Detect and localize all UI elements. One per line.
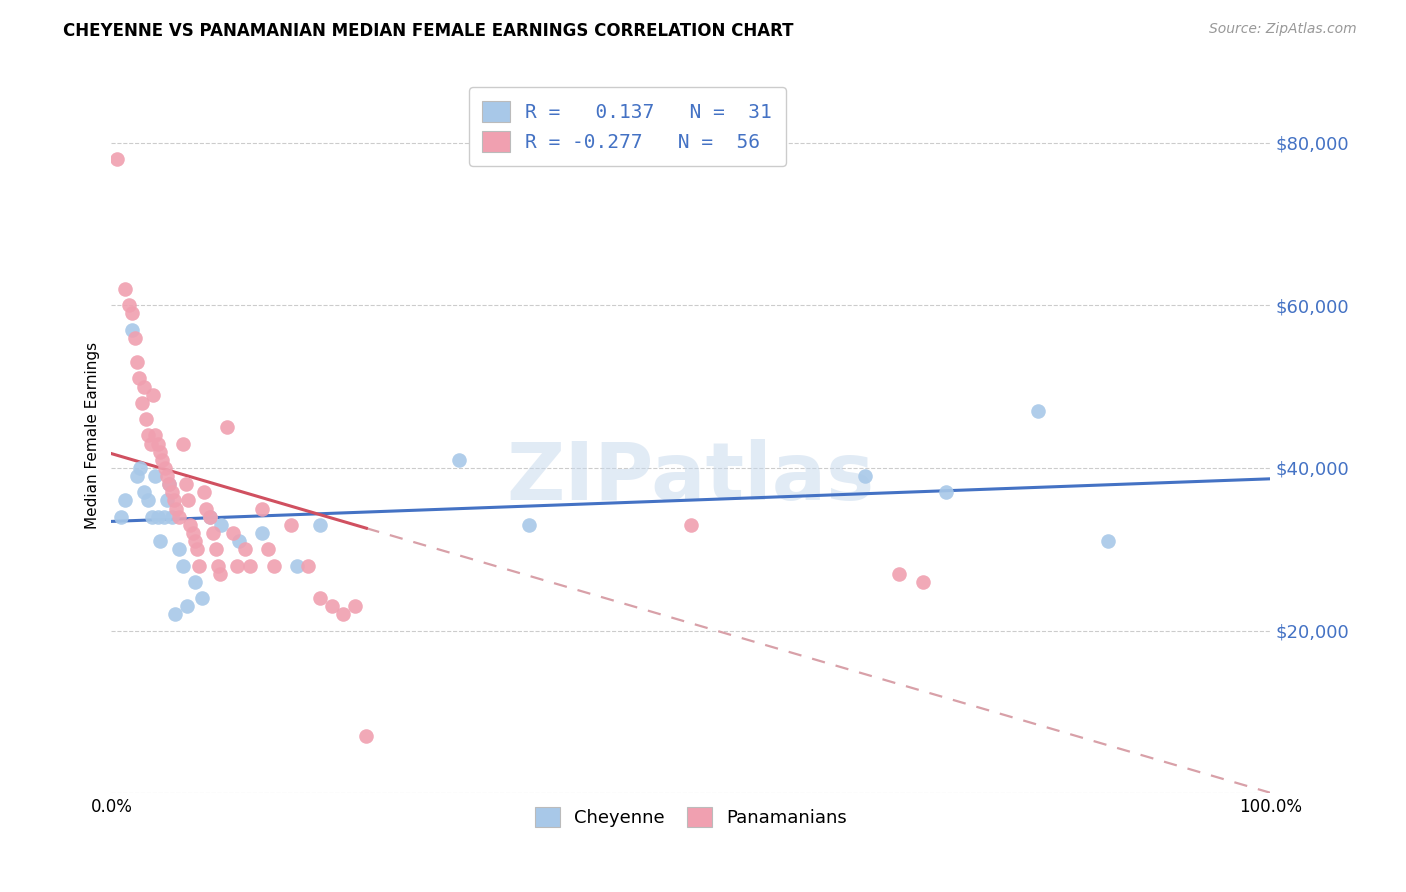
Point [343, 599, 366, 614]
Point [332, 607, 354, 622]
Legend: Cheyenne, Panamanians: Cheyenne, Panamanians [527, 800, 855, 834]
Point [167, 509, 190, 524]
Point [176, 599, 198, 614]
Point [156, 493, 179, 508]
Point [297, 558, 319, 573]
Point [198, 509, 221, 524]
Point [250, 501, 273, 516]
Point [118, 298, 141, 312]
Text: CHEYENNE VS PANAMANIAN MEDIAN FEMALE EARNINGS CORRELATION CHART: CHEYENNE VS PANAMANIAN MEDIAN FEMALE EAR… [63, 22, 794, 40]
Point [911, 574, 934, 589]
Text: ZIPatlas: ZIPatlas [506, 440, 875, 517]
Point [889, 566, 911, 581]
Point [165, 501, 187, 516]
Point [132, 485, 155, 500]
Point [146, 436, 169, 450]
Point [191, 591, 214, 606]
Point [152, 509, 174, 524]
Point [114, 493, 136, 508]
Point [121, 323, 143, 337]
Point [172, 436, 194, 450]
Point [1028, 404, 1050, 418]
Point [184, 534, 207, 549]
Point [152, 452, 174, 467]
Point [172, 558, 194, 573]
Point [167, 542, 190, 557]
Point [146, 509, 169, 524]
Point [153, 461, 176, 475]
Point [125, 469, 148, 483]
Point [149, 534, 172, 549]
Point [309, 591, 332, 606]
Point [181, 526, 204, 541]
Point [517, 517, 540, 532]
Point [157, 477, 180, 491]
Point [142, 388, 165, 402]
Point [177, 493, 200, 508]
Point [160, 485, 183, 500]
Point [124, 331, 146, 345]
Point [250, 526, 273, 541]
Point [207, 558, 229, 573]
Point [110, 509, 132, 524]
Point [149, 444, 172, 458]
Point [135, 412, 157, 426]
Point [321, 599, 343, 614]
Point [186, 542, 208, 557]
Y-axis label: Median Female Earnings: Median Female Earnings [86, 342, 100, 529]
Point [184, 574, 207, 589]
Point [263, 558, 285, 573]
Point [1097, 534, 1119, 549]
Point [121, 306, 143, 320]
Point [204, 542, 226, 557]
Point [217, 420, 239, 434]
Point [356, 730, 378, 744]
Point [225, 558, 247, 573]
Point [157, 477, 180, 491]
Point [853, 469, 876, 483]
Point [188, 558, 211, 573]
Point [179, 517, 201, 532]
Point [280, 517, 302, 532]
Point [165, 607, 187, 622]
Point [128, 371, 150, 385]
Point [163, 493, 186, 508]
Point [145, 469, 167, 483]
Point [239, 558, 262, 573]
Point [222, 526, 245, 541]
Point [447, 452, 470, 467]
Text: Source: ZipAtlas.com: Source: ZipAtlas.com [1209, 22, 1357, 37]
Point [145, 428, 167, 442]
Point [174, 477, 197, 491]
Point [257, 542, 280, 557]
Point [195, 501, 218, 516]
Point [139, 436, 162, 450]
Point [132, 379, 155, 393]
Point [228, 534, 250, 549]
Point [309, 517, 332, 532]
Point [131, 396, 153, 410]
Point [233, 542, 256, 557]
Point [141, 509, 163, 524]
Point [198, 509, 221, 524]
Point [679, 517, 702, 532]
Point [129, 461, 152, 475]
Point [209, 566, 232, 581]
Point [105, 152, 128, 166]
Point [156, 469, 179, 483]
Point [138, 493, 160, 508]
Point [202, 526, 225, 541]
Point [114, 282, 136, 296]
Point [193, 485, 215, 500]
Point [935, 485, 957, 500]
Point [125, 355, 148, 369]
Point [285, 558, 308, 573]
Point [160, 509, 183, 524]
Point [211, 517, 233, 532]
Point [138, 428, 160, 442]
